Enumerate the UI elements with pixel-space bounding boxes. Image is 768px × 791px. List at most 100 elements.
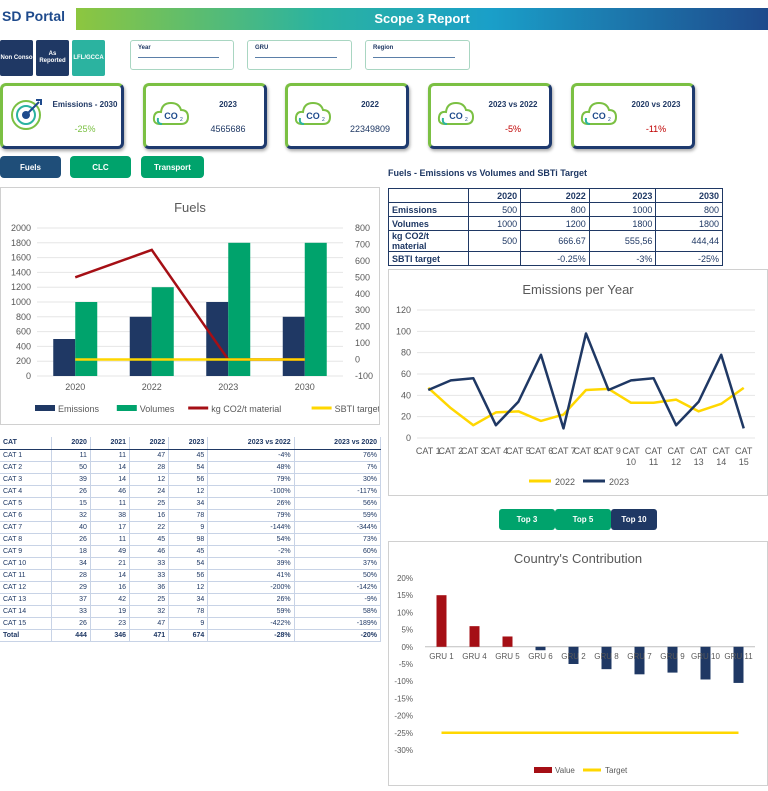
fuels-chart-panel: Fuels 0 200 400 600 800 1000 1200 1400 1600 1800 20…: [0, 187, 381, 425]
bar-value: [502, 636, 513, 647]
co2-cloud-icon: CO 2: [152, 98, 190, 135]
y2-tick-label: 100: [355, 338, 370, 348]
table-cell: 42: [90, 593, 131, 606]
bar-volumes: [151, 287, 174, 376]
table-row: CAT 8 26 11 45 98 54% 73%: [0, 533, 382, 546]
kpi-value: -5%: [504, 124, 521, 134]
toggle-label: LFL/GCCA: [73, 54, 104, 61]
bar-value: [568, 646, 579, 664]
x-tick-label: CAT 7: [551, 446, 576, 456]
kpi-card-2023: CO 2 2023 4565686: [143, 83, 267, 149]
table-cell: 78: [168, 509, 209, 522]
table-cell: 56: [168, 473, 209, 486]
x-tick-label: 2023: [218, 382, 238, 392]
target-icon: [9, 98, 43, 137]
fuels-table-row: SBTI target -0.25% -3% -25%: [388, 251, 723, 266]
table-cell: -344%: [294, 521, 382, 534]
table-cell: 21: [90, 557, 131, 570]
filter-label: Year: [138, 45, 151, 51]
table-cell: -422%: [207, 617, 295, 630]
y-tick-label: 1400: [11, 267, 31, 277]
x-tick-label: GRU 10: [691, 652, 720, 661]
clc-button[interactable]: CLC: [70, 156, 131, 178]
fuels-table-cell: 1200: [520, 216, 590, 231]
table-cell: 19: [90, 605, 131, 618]
table-cell: 39%: [207, 557, 295, 570]
bar-value: [634, 646, 645, 675]
fuels-table-cell: 800: [655, 202, 723, 217]
table-row: CAT 2 50 14 28 54 48% 7%: [0, 461, 382, 474]
table-cell: 47: [129, 617, 170, 630]
top-3-button[interactable]: Top 3: [499, 509, 555, 530]
table-cell: 18: [51, 545, 91, 558]
svg-text:2: 2: [180, 117, 183, 123]
table-cell: -117%: [294, 485, 382, 498]
x-tick-label: GRU 1: [429, 652, 454, 661]
table-cell: 15: [51, 497, 91, 510]
fuels-table-row: Emissions 500 800 1000 800: [388, 202, 723, 217]
table-cell: 45: [129, 533, 170, 546]
filter-region[interactable]: Region: [365, 40, 470, 70]
category-table-header: 2023 vs 2022: [207, 437, 295, 450]
table-cell: 38: [90, 509, 131, 522]
table-cell: CAT 2: [0, 461, 52, 474]
y-tick-label: 120: [396, 305, 411, 315]
legend-swatch: [35, 405, 55, 411]
fuels-table-cell: -3%: [588, 251, 657, 266]
x-tick-label: GRU 6: [528, 652, 553, 661]
bar-emissions: [206, 302, 229, 376]
table-cell: CAT 14: [0, 605, 52, 618]
table-cell: 24: [129, 485, 170, 498]
x-tick-label: GRU 2: [561, 652, 586, 661]
x-tick-label: CAT 6: [529, 446, 554, 456]
table-cell: 59%: [207, 605, 295, 618]
x-tick-label: 14: [716, 457, 726, 467]
table-cell: 37: [51, 593, 91, 606]
x-tick-label: 11: [649, 457, 658, 467]
x-tick-label: 10: [626, 457, 636, 467]
x-tick-label: CAT: [690, 446, 708, 456]
table-cell: 26%: [207, 497, 295, 510]
table-cell: 346: [90, 628, 131, 642]
x-tick-label: GRU 5: [495, 652, 520, 661]
fuels-table-cell: [467, 251, 522, 266]
table-cell: 23: [90, 617, 131, 630]
toggle-as-reported[interactable]: As Reported: [36, 40, 69, 76]
bar-emissions: [282, 316, 305, 376]
filter-gru[interactable]: GRU: [247, 40, 352, 70]
toggle-non-conso[interactable]: Non Conso: [0, 40, 33, 76]
table-cell: 60%: [294, 545, 382, 558]
y2-tick-label: 400: [355, 289, 370, 299]
fuels-button[interactable]: Fuels: [0, 156, 61, 178]
table-row: CAT 10 34 21 33 54 39% 37%: [0, 557, 382, 570]
top-5-button[interactable]: Top 5: [555, 509, 611, 530]
table-cell: 25: [129, 593, 170, 606]
fuels-table-cell: 1000: [588, 202, 657, 217]
filter-year[interactable]: Year: [130, 40, 234, 70]
x-tick-label: 2030: [295, 382, 315, 392]
transport-button[interactable]: Transport: [141, 156, 204, 178]
table-cell: 50%: [294, 569, 382, 582]
table-cell: 49: [90, 545, 131, 558]
fuels-table: 2020 2022 2023 2030 Emissions 500 800 1000 800 V…: [388, 188, 723, 266]
fuels-table-cell: 800: [520, 202, 590, 217]
table-cell: 79%: [207, 473, 295, 486]
toggle-label: As Reported: [39, 51, 66, 64]
y-tick-label: 0: [406, 433, 411, 443]
y-tick-label: 10%: [397, 608, 413, 617]
table-cell: 16: [129, 509, 170, 522]
table-cell: -189%: [294, 617, 382, 630]
top-10-button[interactable]: Top 10: [611, 509, 657, 530]
y-tick-label: 1800: [11, 238, 31, 248]
kpi-card-2020-vs-2023: CO 2 2020 vs 2023 -11%: [571, 83, 695, 149]
filter-label: Region: [373, 45, 394, 51]
table-cell: 9: [168, 617, 209, 630]
x-tick-label: CAT: [645, 446, 663, 456]
toggle-lfl-gcca[interactable]: LFL/GCCA: [72, 40, 105, 76]
svg-text:CO: CO: [449, 111, 463, 121]
report-title-banner: Scope 3 Report: [76, 8, 768, 30]
table-cell: 40: [51, 521, 91, 534]
table-cell: 12: [129, 473, 170, 486]
fuels-table-cell: 1800: [588, 216, 657, 231]
kpi-value: 4565686: [210, 124, 246, 134]
